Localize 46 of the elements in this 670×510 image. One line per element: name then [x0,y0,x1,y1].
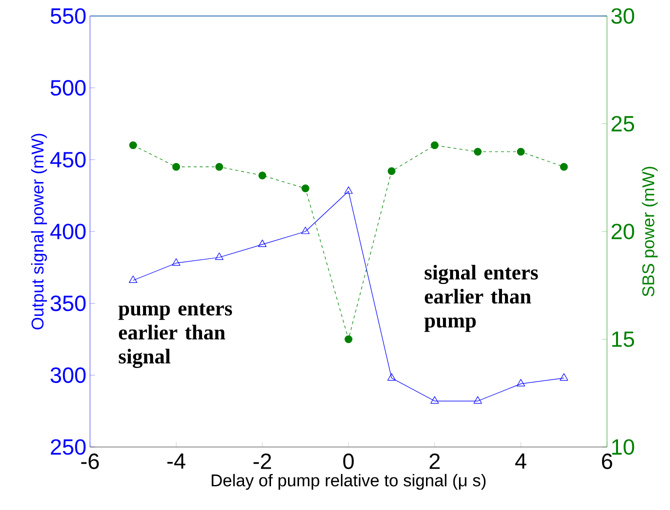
point [388,167,396,176]
x-tick-label: 0 [343,454,354,470]
y2-tick-label: 10 [612,439,634,455]
x-tick-label: 4 [515,454,526,469]
point [516,148,525,156]
y-tick-label: 400 [50,224,86,240]
x-tick-label: 6 [602,454,612,470]
y-tick-label: 300 [50,367,86,383]
y-tick-label: 550 [50,8,86,24]
point [387,373,396,381]
y-tick-label: 500 [50,80,86,96]
annotation: signal enters earlier than pump [424,264,538,332]
y-tick-label: 350 [50,296,86,312]
x-tick-label: -2 [254,454,272,469]
x-tick-label: -4 [167,454,186,469]
point [215,252,224,260]
point [172,258,180,266]
point [474,148,482,156]
annotation: pump enters earlier than signal [118,304,232,368]
y2-tick-label: 25 [612,116,634,132]
y2-axis-title: SBS power (mW) [642,166,658,296]
point [129,141,137,150]
y-tick-label: 450 [50,152,86,168]
point [560,162,568,171]
point [172,162,180,171]
point [215,162,224,171]
point [128,276,138,283]
point [301,226,310,234]
point [344,335,352,344]
x-axis-title: Delay of pump relative to signal (μ s) [212,474,486,490]
point [430,396,439,404]
y2-tick-label: 30 [611,8,634,24]
point [516,379,526,386]
point [560,373,568,381]
point [430,141,439,150]
y2-tick-label: 20 [612,224,634,240]
x-tick-label: -6 [81,454,99,470]
point [474,396,482,404]
point [302,184,310,192]
x-tick-label: 2 [430,454,440,469]
point [258,240,267,247]
point [258,172,266,180]
y-tick-label: 250 [50,439,86,455]
y2-tick-label: 15 [612,332,634,347]
y-axis-title: Output signal power (mW) [31,134,47,330]
point [344,186,353,194]
